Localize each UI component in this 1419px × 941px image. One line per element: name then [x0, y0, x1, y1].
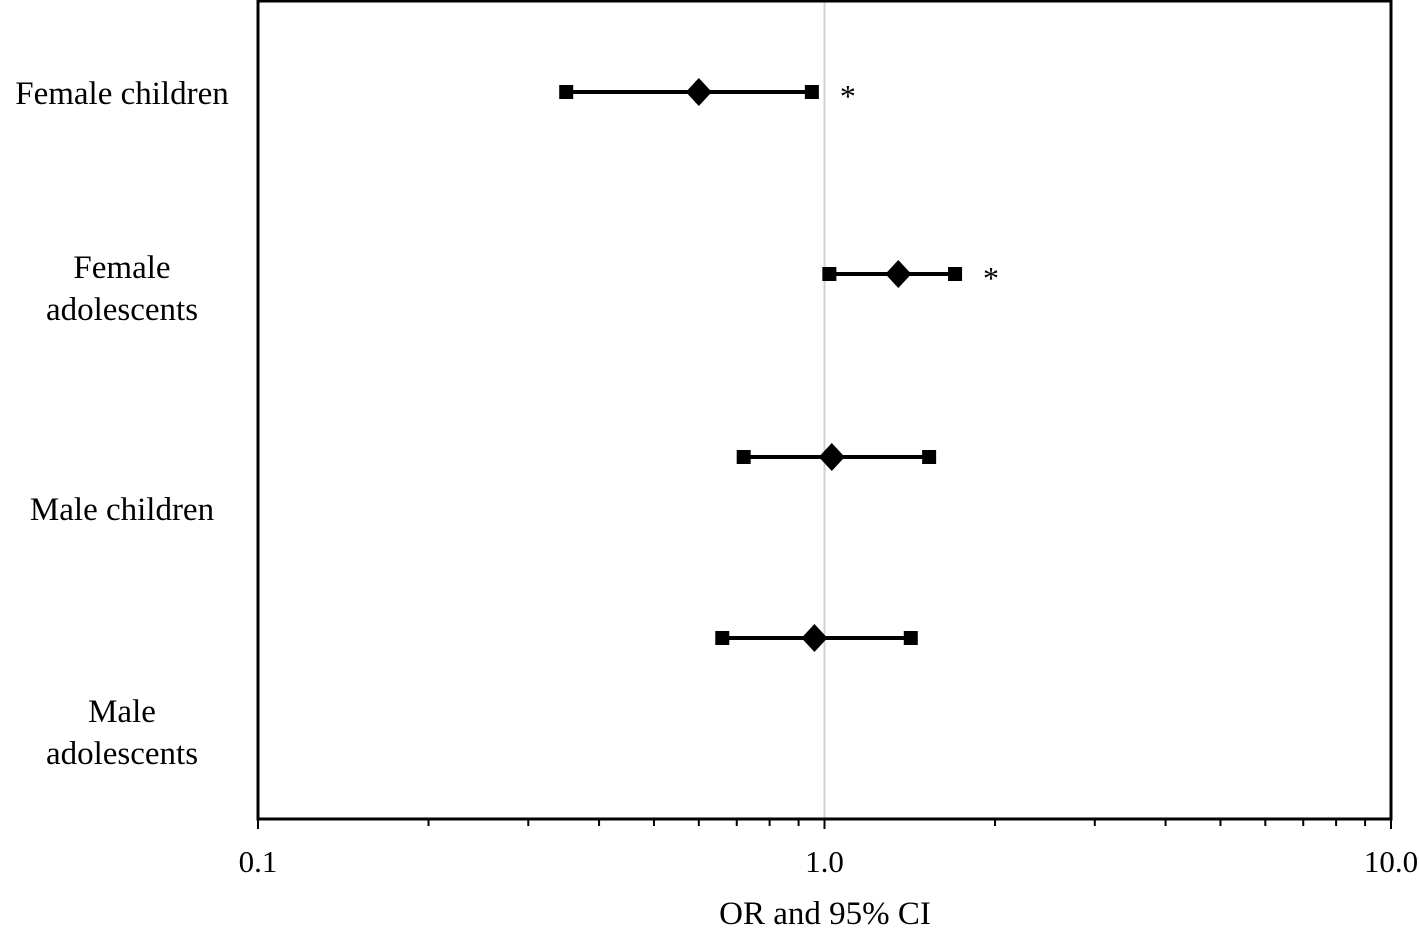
- or-point-marker: [885, 260, 912, 288]
- ci-low-marker: [822, 267, 837, 281]
- category-label: Male adolescents: [45, 694, 199, 772]
- ci-high-marker: [903, 631, 918, 645]
- ci-low-marker: [736, 450, 751, 464]
- category-label: Male children: [29, 492, 215, 528]
- x-tick-label: 0.1: [238, 844, 278, 879]
- x-tick-label: 1.0: [805, 844, 844, 879]
- x-axis-title: OR and 95% CI: [719, 896, 931, 932]
- ci-low-marker: [715, 631, 730, 645]
- ci-high-marker: [804, 85, 819, 99]
- significance-marker: *: [983, 260, 1000, 296]
- ci-high-marker: [948, 267, 963, 281]
- or-point-marker: [818, 443, 845, 471]
- x-tick-label: 10.0: [1363, 844, 1419, 879]
- significance-marker: *: [839, 78, 856, 114]
- category-label: Female adolescents: [45, 250, 199, 328]
- ci-high-marker: [922, 450, 937, 464]
- or-point-marker: [685, 78, 712, 106]
- or-point-marker: [801, 624, 828, 652]
- category-label: Female children: [15, 76, 229, 112]
- ci-low-marker: [559, 85, 574, 99]
